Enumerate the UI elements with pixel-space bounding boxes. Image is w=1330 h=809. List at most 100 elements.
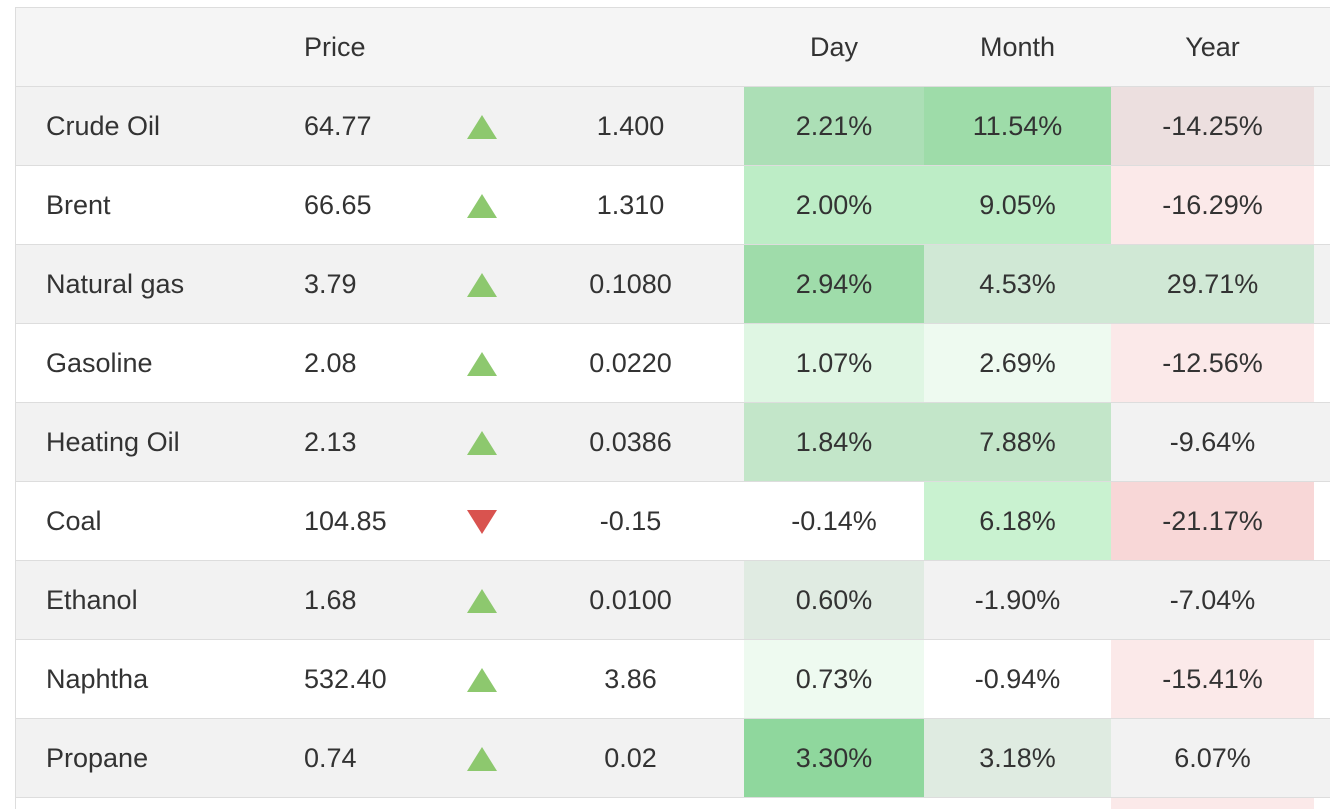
change-cell: 1.310 [517, 166, 744, 245]
row-pad [1314, 482, 1330, 561]
day-change-cell: -0.14% [744, 482, 924, 561]
partial-cell [274, 798, 446, 809]
year-change-cell: 29.71% [1111, 245, 1314, 324]
header-arrow [446, 8, 517, 87]
header-month[interactable]: Month [924, 8, 1111, 87]
triangle-up-icon [467, 273, 497, 297]
day-change-cell: 1.84% [744, 403, 924, 482]
partial-cell [924, 798, 1111, 809]
triangle-up-icon [467, 431, 497, 455]
commodity-name-link[interactable]: Gasoline [16, 324, 274, 403]
row-pad [1314, 324, 1330, 403]
header-price[interactable]: Price [274, 8, 446, 87]
day-change-cell: 0.60% [744, 561, 924, 640]
month-change-cell: 7.88% [924, 403, 1111, 482]
row-pad [1314, 403, 1330, 482]
table-header: Price Day Month Year [16, 8, 1330, 87]
row-pad [1314, 640, 1330, 719]
direction-cell [446, 403, 517, 482]
partial-cell [1111, 798, 1314, 809]
price-cell: 2.13 [274, 403, 446, 482]
header-name[interactable] [16, 8, 274, 87]
month-change-cell: -1.90% [924, 561, 1111, 640]
change-cell: 3.86 [517, 640, 744, 719]
commodity-name-link[interactable]: Propane [16, 719, 274, 798]
direction-cell [446, 640, 517, 719]
commodity-name-link[interactable]: Crude Oil [16, 87, 274, 166]
month-change-cell: 11.54% [924, 87, 1111, 166]
change-cell: 0.02 [517, 719, 744, 798]
price-cell: 2.08 [274, 324, 446, 403]
header-year[interactable]: Year [1111, 8, 1314, 87]
partial-cell [517, 798, 744, 809]
change-cell: 1.400 [517, 87, 744, 166]
direction-cell [446, 245, 517, 324]
change-cell: -0.15 [517, 482, 744, 561]
month-change-cell: 6.18% [924, 482, 1111, 561]
header-row: Price Day Month Year [16, 8, 1330, 87]
triangle-down-icon [467, 510, 497, 534]
change-cell: 0.1080 [517, 245, 744, 324]
triangle-up-icon [467, 668, 497, 692]
commodity-name-link[interactable]: Brent [16, 166, 274, 245]
direction-cell [446, 166, 517, 245]
price-cell: 0.74 [274, 719, 446, 798]
table-row-partial [16, 798, 1330, 809]
partial-cell [446, 798, 517, 809]
year-change-cell: -9.64% [1111, 403, 1314, 482]
year-change-cell: -7.04% [1111, 561, 1314, 640]
commodity-name-link[interactable]: Ethanol [16, 561, 274, 640]
price-cell: 532.40 [274, 640, 446, 719]
year-change-cell: -21.17% [1111, 482, 1314, 561]
row-pad [1314, 561, 1330, 640]
triangle-up-icon [467, 352, 497, 376]
commodity-name-link[interactable]: Heating Oil [16, 403, 274, 482]
direction-cell [446, 324, 517, 403]
year-change-cell: -14.25% [1111, 87, 1314, 166]
header-change[interactable] [517, 8, 744, 87]
header-day[interactable]: Day [744, 8, 924, 87]
day-change-cell: 1.07% [744, 324, 924, 403]
triangle-up-icon [467, 115, 497, 139]
direction-cell [446, 561, 517, 640]
commodity-name-link[interactable]: Natural gas [16, 245, 274, 324]
month-change-cell: 3.18% [924, 719, 1111, 798]
year-change-cell: -15.41% [1111, 640, 1314, 719]
year-change-cell: -16.29% [1111, 166, 1314, 245]
day-change-cell: 3.30% [744, 719, 924, 798]
direction-cell [446, 719, 517, 798]
price-cell: 1.68 [274, 561, 446, 640]
day-change-cell: 0.73% [744, 640, 924, 719]
commodity-name-link[interactable]: Coal [16, 482, 274, 561]
day-change-cell: 2.00% [744, 166, 924, 245]
price-cell: 66.65 [274, 166, 446, 245]
day-change-cell: 2.21% [744, 87, 924, 166]
partial-cell [744, 798, 924, 809]
row-pad [1314, 166, 1330, 245]
day-change-cell: 2.94% [744, 245, 924, 324]
commodity-name-link[interactable]: Naphtha [16, 640, 274, 719]
row-pad [1314, 719, 1330, 798]
month-change-cell: 2.69% [924, 324, 1111, 403]
price-cell: 64.77 [274, 87, 446, 166]
partial-cell [16, 798, 274, 809]
header-pad [1314, 8, 1330, 87]
direction-cell [446, 482, 517, 561]
year-change-cell: 6.07% [1111, 719, 1314, 798]
price-cell: 104.85 [274, 482, 446, 561]
triangle-up-icon [467, 747, 497, 771]
month-change-cell: -0.94% [924, 640, 1111, 719]
change-cell: 0.0220 [517, 324, 744, 403]
